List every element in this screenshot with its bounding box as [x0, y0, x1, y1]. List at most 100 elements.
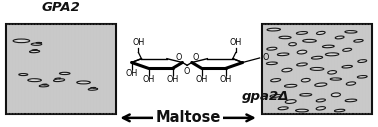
Ellipse shape [32, 50, 37, 51]
Ellipse shape [311, 56, 323, 59]
Ellipse shape [19, 74, 28, 76]
Ellipse shape [359, 76, 362, 77]
Text: OH: OH [132, 38, 144, 46]
Ellipse shape [337, 37, 339, 38]
Ellipse shape [282, 68, 292, 72]
Ellipse shape [318, 100, 321, 101]
Ellipse shape [345, 31, 357, 33]
Ellipse shape [31, 43, 42, 45]
Ellipse shape [42, 84, 47, 85]
Text: OH: OH [125, 69, 138, 78]
FancyBboxPatch shape [6, 24, 116, 114]
Ellipse shape [354, 39, 363, 42]
Ellipse shape [333, 94, 335, 95]
Ellipse shape [318, 32, 321, 33]
Text: gpa2Δ: gpa2Δ [242, 90, 289, 103]
Ellipse shape [296, 31, 308, 34]
Ellipse shape [328, 71, 336, 74]
Ellipse shape [342, 65, 352, 68]
Ellipse shape [55, 78, 61, 79]
Ellipse shape [269, 48, 272, 49]
Ellipse shape [59, 72, 70, 75]
Ellipse shape [299, 110, 302, 111]
Ellipse shape [29, 50, 40, 53]
Ellipse shape [303, 94, 306, 95]
Ellipse shape [28, 79, 41, 82]
Ellipse shape [266, 62, 277, 65]
Ellipse shape [273, 95, 276, 96]
Ellipse shape [322, 45, 334, 48]
Ellipse shape [346, 82, 356, 85]
Ellipse shape [42, 85, 44, 86]
Ellipse shape [300, 94, 312, 96]
Ellipse shape [316, 107, 325, 110]
Ellipse shape [325, 53, 339, 56]
Ellipse shape [288, 101, 290, 102]
Ellipse shape [313, 68, 317, 69]
FancyBboxPatch shape [262, 24, 372, 114]
Text: Maltose: Maltose [155, 110, 220, 125]
Ellipse shape [299, 32, 302, 33]
Ellipse shape [271, 79, 280, 82]
Ellipse shape [318, 84, 321, 85]
Ellipse shape [270, 94, 281, 97]
Text: OH: OH [143, 75, 155, 84]
Ellipse shape [90, 87, 96, 88]
Ellipse shape [77, 81, 90, 84]
Ellipse shape [278, 107, 288, 110]
Ellipse shape [297, 63, 307, 66]
Ellipse shape [358, 60, 367, 62]
Ellipse shape [337, 110, 340, 111]
Ellipse shape [331, 93, 341, 97]
Ellipse shape [360, 60, 362, 61]
Ellipse shape [88, 88, 98, 90]
Ellipse shape [335, 109, 345, 112]
Ellipse shape [287, 85, 291, 86]
Ellipse shape [277, 53, 289, 56]
Ellipse shape [53, 79, 65, 82]
Text: OH: OH [166, 75, 179, 84]
Ellipse shape [348, 31, 351, 32]
Text: OH: OH [230, 38, 242, 46]
Ellipse shape [267, 28, 280, 31]
Text: GPA2: GPA2 [42, 1, 81, 14]
Ellipse shape [285, 100, 296, 104]
Ellipse shape [348, 83, 350, 84]
Ellipse shape [343, 48, 352, 51]
Ellipse shape [330, 72, 332, 73]
Ellipse shape [301, 78, 310, 82]
Ellipse shape [306, 40, 310, 41]
Ellipse shape [316, 31, 325, 35]
Text: OH: OH [195, 75, 208, 84]
Ellipse shape [17, 40, 22, 41]
Ellipse shape [303, 39, 316, 42]
Ellipse shape [356, 40, 358, 41]
Ellipse shape [297, 50, 307, 54]
Ellipse shape [267, 47, 277, 50]
Ellipse shape [330, 78, 342, 80]
Ellipse shape [279, 36, 291, 39]
Ellipse shape [344, 66, 347, 67]
Ellipse shape [285, 84, 297, 87]
Ellipse shape [36, 42, 42, 43]
Text: OH: OH [220, 75, 232, 84]
Ellipse shape [270, 29, 274, 30]
Ellipse shape [345, 49, 347, 50]
Ellipse shape [39, 85, 49, 87]
Text: O: O [262, 53, 269, 62]
Ellipse shape [335, 36, 344, 39]
Text: O: O [193, 53, 199, 62]
Text: O: O [175, 53, 181, 62]
Ellipse shape [299, 64, 302, 65]
Ellipse shape [345, 99, 357, 102]
Text: O: O [184, 67, 190, 76]
Ellipse shape [314, 57, 317, 58]
Ellipse shape [32, 51, 35, 52]
Ellipse shape [310, 67, 324, 70]
Ellipse shape [289, 43, 296, 46]
Ellipse shape [296, 109, 308, 112]
Ellipse shape [316, 99, 325, 102]
Ellipse shape [299, 51, 302, 52]
Ellipse shape [21, 74, 23, 75]
Ellipse shape [357, 76, 367, 78]
